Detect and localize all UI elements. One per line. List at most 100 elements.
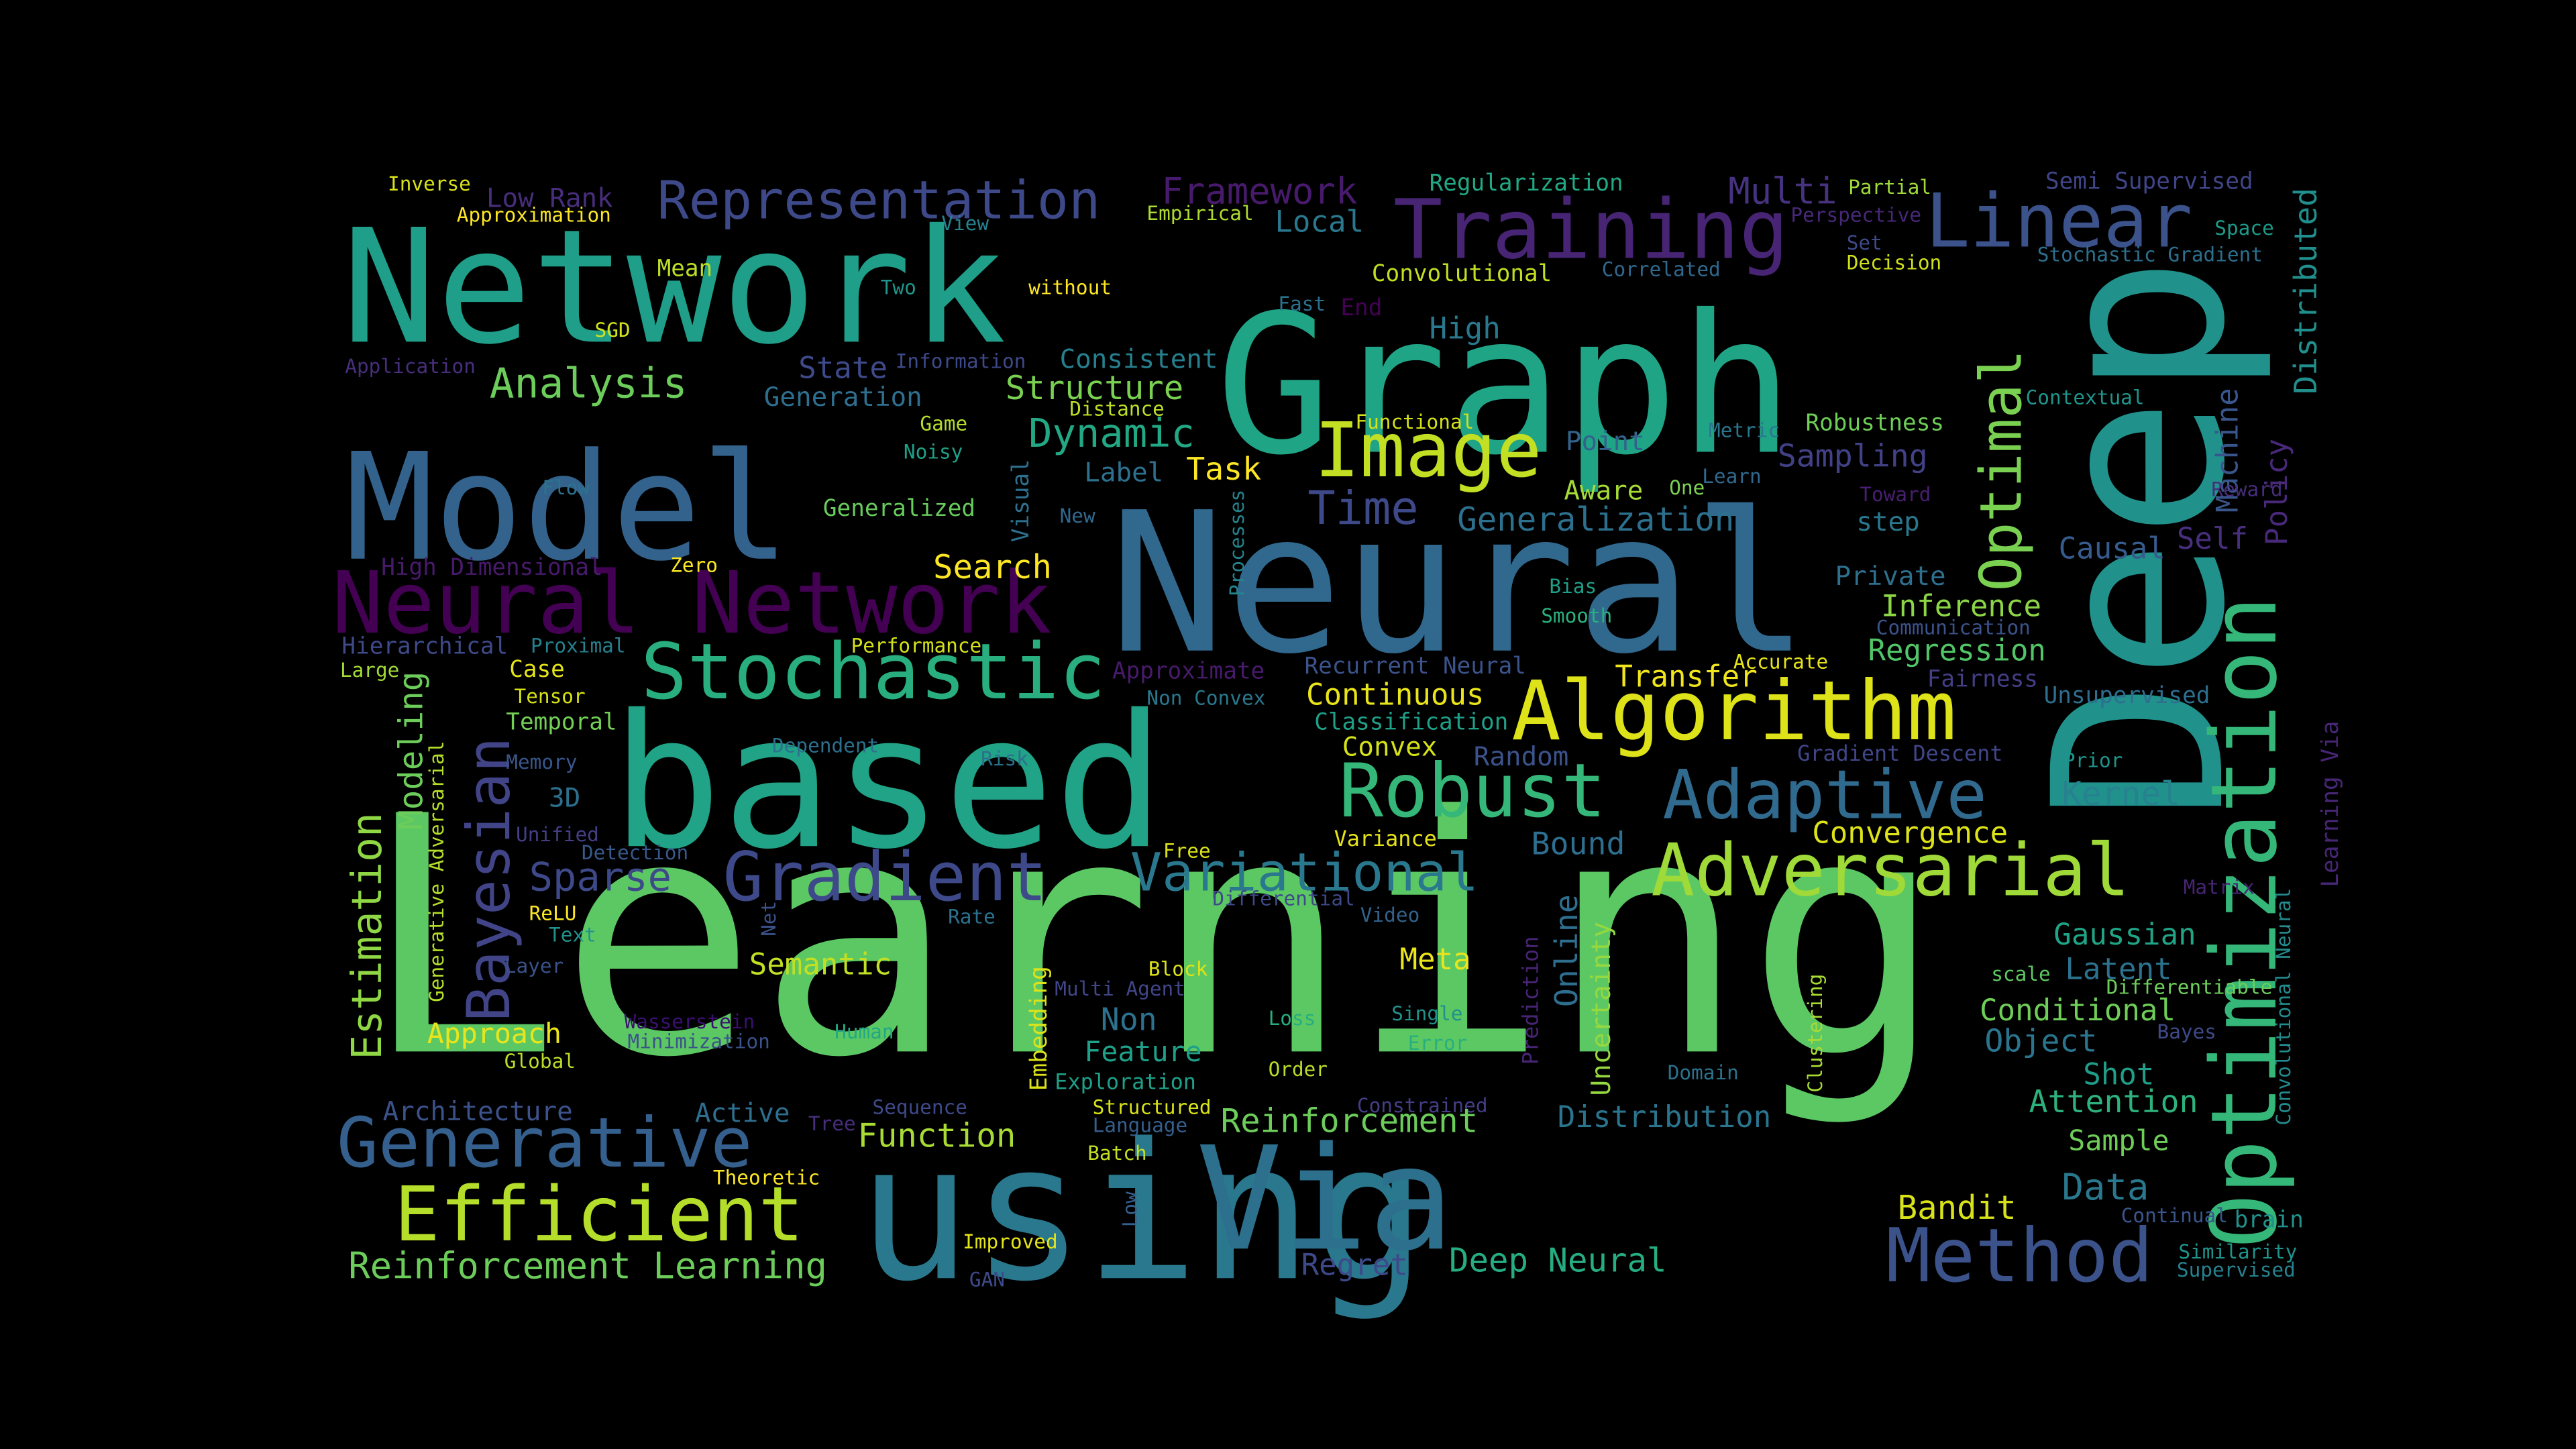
word-view: View bbox=[941, 212, 989, 235]
word-exploration: Exploration bbox=[1055, 1070, 1196, 1095]
word-non: Non bbox=[1101, 1002, 1157, 1038]
word-inference: Inference bbox=[1881, 589, 2041, 623]
word-neural-network: Neural Network bbox=[332, 554, 1052, 653]
word-reinforcement-learning: Reinforcement Learning bbox=[348, 1244, 827, 1287]
word-label: Label bbox=[1084, 458, 1163, 488]
word-temporal: Temporal bbox=[506, 708, 616, 735]
word-distribution: Distribution bbox=[1558, 1100, 1772, 1134]
word-self: Self bbox=[2177, 522, 2248, 556]
word-theoretic: Theoretic bbox=[713, 1167, 820, 1189]
word-variational: Variational bbox=[1130, 842, 1479, 903]
word-learn: Learn bbox=[1702, 465, 1761, 488]
word-training: Training bbox=[1393, 182, 1788, 278]
word-set: Set bbox=[1847, 231, 1882, 254]
word-sparse: Sparse bbox=[529, 853, 672, 900]
word-distributed: Distributed bbox=[2288, 188, 2324, 394]
word-framework: Framework bbox=[1161, 170, 1357, 213]
word-single: Single bbox=[1391, 1002, 1462, 1025]
word-bayes: Bayes bbox=[2157, 1020, 2216, 1043]
word-via: Via bbox=[1196, 1116, 1454, 1283]
word-differentiable: Differentiable bbox=[2106, 976, 2273, 999]
word-dependent: Dependent bbox=[772, 735, 879, 757]
word-perspective: Perspective bbox=[1790, 204, 1921, 227]
word-low: Low bbox=[1119, 1191, 1142, 1227]
word-modeling: Modeling bbox=[392, 672, 430, 830]
word-empirical: Empirical bbox=[1146, 202, 1253, 225]
word-model: Model bbox=[345, 421, 790, 594]
word-high-dimensional: High Dimensional bbox=[381, 554, 602, 581]
word-prediction: Prediction bbox=[1518, 936, 1543, 1065]
word-noisy: Noisy bbox=[904, 440, 963, 463]
word-method: Method bbox=[1886, 1213, 2153, 1299]
word-multi-agent: Multi Agent bbox=[1055, 977, 1185, 1000]
word-deep: Deep bbox=[2003, 256, 2277, 821]
word-variance: Variance bbox=[1334, 826, 1437, 851]
word-memory: Memory bbox=[506, 751, 577, 773]
word-non-convex: Non Convex bbox=[1146, 687, 1265, 710]
word-random: Random bbox=[1474, 742, 1569, 772]
word-performance: Performance bbox=[851, 634, 982, 657]
word-stochastic-gradient: Stochastic Gradient bbox=[2037, 243, 2263, 266]
word-prior: Prior bbox=[2063, 749, 2123, 772]
word-communication: Communication bbox=[1876, 616, 2031, 639]
word-analysis: Analysis bbox=[490, 360, 688, 408]
word-transfer: Transfer bbox=[1615, 660, 1757, 694]
word-generalized: Generalized bbox=[823, 495, 975, 522]
word-contextual: Contextual bbox=[2026, 386, 2145, 409]
word-minimization: Minimization bbox=[628, 1030, 770, 1053]
word-robustness: Robustness bbox=[1806, 410, 1945, 437]
word-task: Task bbox=[1186, 451, 1261, 487]
word-feature: Feature bbox=[1084, 1035, 1201, 1068]
word-semantic: Semantic bbox=[749, 947, 892, 981]
word-private: Private bbox=[1835, 561, 1946, 592]
word-structured: Structured bbox=[1093, 1095, 1212, 1118]
word-convolutional-neural: Convolutional Neural bbox=[2272, 888, 2295, 1126]
word-continuous: Continuous bbox=[1306, 678, 1484, 712]
word-meta: Meta bbox=[1400, 943, 1471, 977]
word-unsupervised: Unsupervised bbox=[2044, 682, 2210, 709]
word-learning-via: Learning Via bbox=[2317, 721, 2344, 888]
word-time: Time bbox=[1307, 482, 1418, 535]
word-reinforcement: Reinforcement bbox=[1221, 1102, 1479, 1140]
word-large: Large bbox=[340, 659, 399, 682]
word-linear: Linear bbox=[1925, 178, 2192, 264]
word-mean: Mean bbox=[657, 255, 713, 282]
word-approximate: Approximate bbox=[1112, 657, 1265, 684]
word-object: Object bbox=[1984, 1022, 2097, 1059]
word-optimization: Optimization bbox=[2192, 596, 2297, 1248]
word-risk: Risk bbox=[981, 747, 1028, 770]
word-stochastic: Stochastic bbox=[641, 627, 1106, 717]
word-differential: Differential bbox=[1212, 887, 1354, 910]
word-aware: Aware bbox=[1564, 476, 1643, 506]
word-reward: Reward bbox=[2211, 478, 2282, 501]
word-deep-neural: Deep Neural bbox=[1449, 1242, 1667, 1280]
word-toward: Toward bbox=[1860, 483, 1931, 506]
word-point: Point bbox=[1566, 427, 1645, 457]
word-generalization: Generalization bbox=[1457, 500, 1734, 539]
word-bandit: Bandit bbox=[1898, 1189, 2017, 1227]
word-sequence: Sequence bbox=[872, 1095, 967, 1118]
word-tensor: Tensor bbox=[515, 685, 586, 708]
word-convex: Convex bbox=[1342, 733, 1438, 763]
word-proximal: Proximal bbox=[531, 634, 626, 657]
word-gan: GAN bbox=[969, 1269, 1005, 1291]
word-constrained: Constrained bbox=[1357, 1094, 1488, 1117]
word-two: Two bbox=[881, 276, 916, 299]
word-block: Block bbox=[1148, 958, 1208, 981]
word-policy: Policy bbox=[2260, 439, 2294, 545]
word-neural: Neural bbox=[1109, 472, 1809, 697]
word-flow: Flow bbox=[542, 476, 590, 499]
word-causal: Causal bbox=[2059, 532, 2165, 566]
word-scale: scale bbox=[1991, 963, 2050, 985]
word-multi: Multi bbox=[1728, 170, 1837, 213]
word-gradient-descent: Gradient Descent bbox=[1797, 741, 2002, 766]
word-accurate: Accurate bbox=[1733, 651, 1829, 674]
word-clustering: Clustering bbox=[1804, 974, 1827, 1093]
word-step: step bbox=[1856, 507, 1919, 537]
word-one: One bbox=[1669, 476, 1705, 499]
word-generation: Generation bbox=[764, 382, 922, 413]
word-correlated: Correlated bbox=[1602, 258, 1721, 280]
word-generative-adversarial: Generative Adversarial bbox=[425, 741, 448, 1002]
word-case: Case bbox=[509, 656, 565, 683]
